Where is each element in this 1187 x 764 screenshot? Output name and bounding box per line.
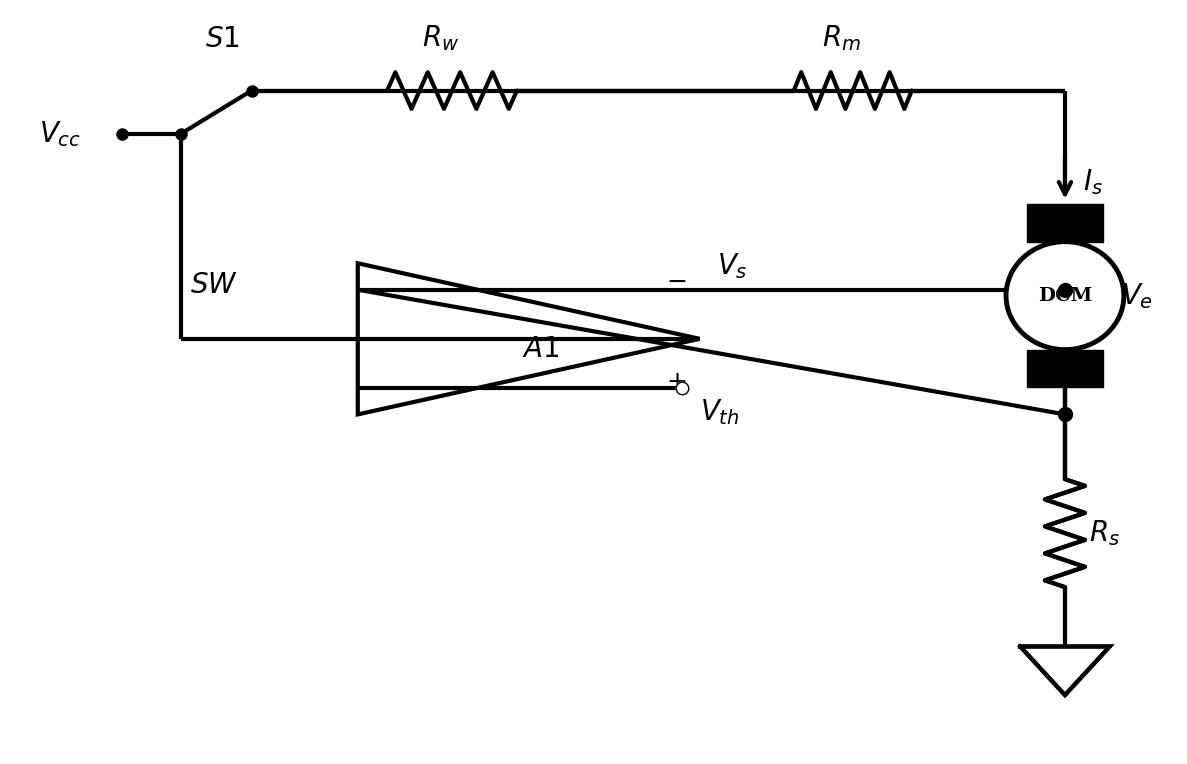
Bar <box>1027 350 1103 387</box>
Text: $A1$: $A1$ <box>522 336 559 363</box>
Text: $V_e$: $V_e$ <box>1121 280 1153 310</box>
Text: $I_s$: $I_s$ <box>1083 167 1103 197</box>
Text: $R_m$: $R_m$ <box>821 23 861 53</box>
Text: $R_w$: $R_w$ <box>421 23 459 53</box>
Text: $R_s$: $R_s$ <box>1088 518 1119 548</box>
Text: $SW$: $SW$ <box>190 272 239 299</box>
Text: $V_{th}$: $V_{th}$ <box>699 397 740 426</box>
Text: $+$: $+$ <box>666 371 686 394</box>
Text: $S1$: $S1$ <box>205 26 240 53</box>
Bar <box>1027 204 1103 241</box>
Text: DCM: DCM <box>1037 286 1092 305</box>
Circle shape <box>1007 241 1124 350</box>
Text: $-$: $-$ <box>666 270 686 293</box>
Text: $V_{cc}$: $V_{cc}$ <box>39 119 81 149</box>
Text: $V_s$: $V_s$ <box>717 251 748 281</box>
